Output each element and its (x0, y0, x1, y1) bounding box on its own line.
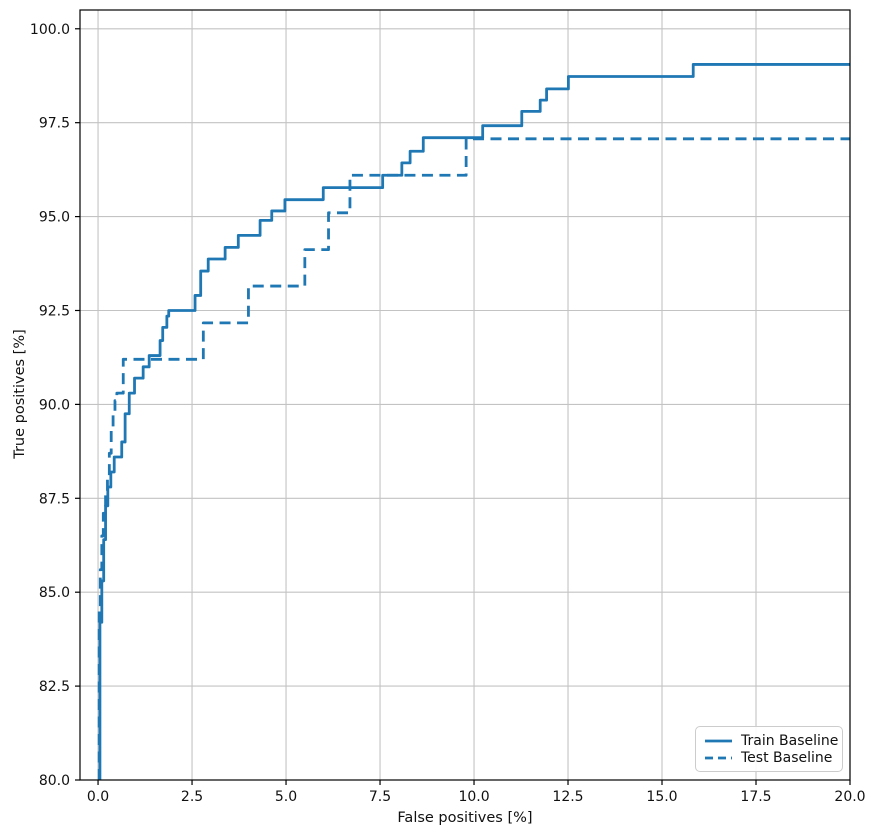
test-baseline-line (97, 137, 850, 780)
x-tick-label: 17.5 (740, 789, 771, 805)
x-tick-label: 15.0 (646, 789, 677, 805)
solid-line-icon (705, 738, 732, 744)
x-tick-label: 0.0 (87, 789, 109, 805)
legend-item-train: Train Baseline (705, 732, 838, 749)
y-tick-label: 90.0 (39, 397, 70, 413)
x-axis-title: False positives [%] (397, 810, 533, 826)
train-baseline-line (98, 63, 850, 780)
x-tick-label: 2.5 (181, 789, 203, 805)
y-tick-label: 87.5 (39, 491, 70, 507)
x-tick-label: 10.0 (458, 789, 489, 805)
y-tick-label: 95.0 (39, 210, 70, 226)
y-tick-label: 100.0 (30, 22, 70, 38)
legend-item-test: Test Baseline (705, 749, 833, 766)
y-tick-label: 85.0 (39, 585, 70, 601)
x-tick-label: 20.0 (834, 789, 865, 805)
y-tick-label: 82.5 (39, 679, 70, 695)
y-tick-label: 97.5 (39, 116, 70, 132)
legend: Train Baseline Test Baseline (695, 726, 843, 772)
x-tick-label: 7.5 (369, 789, 391, 805)
legend-label-train: Train Baseline (741, 732, 839, 749)
x-tick-label: 5.0 (275, 789, 297, 805)
y-tick-label: 92.5 (39, 303, 70, 319)
y-tick-label: 80.0 (39, 773, 70, 789)
y-axis-title: True positives [%] (12, 329, 28, 459)
legend-label-test: Test Baseline (741, 749, 833, 766)
x-tick-label: 12.5 (552, 789, 583, 805)
plot-border (79, 9, 851, 781)
dashed-line-icon (705, 755, 732, 761)
